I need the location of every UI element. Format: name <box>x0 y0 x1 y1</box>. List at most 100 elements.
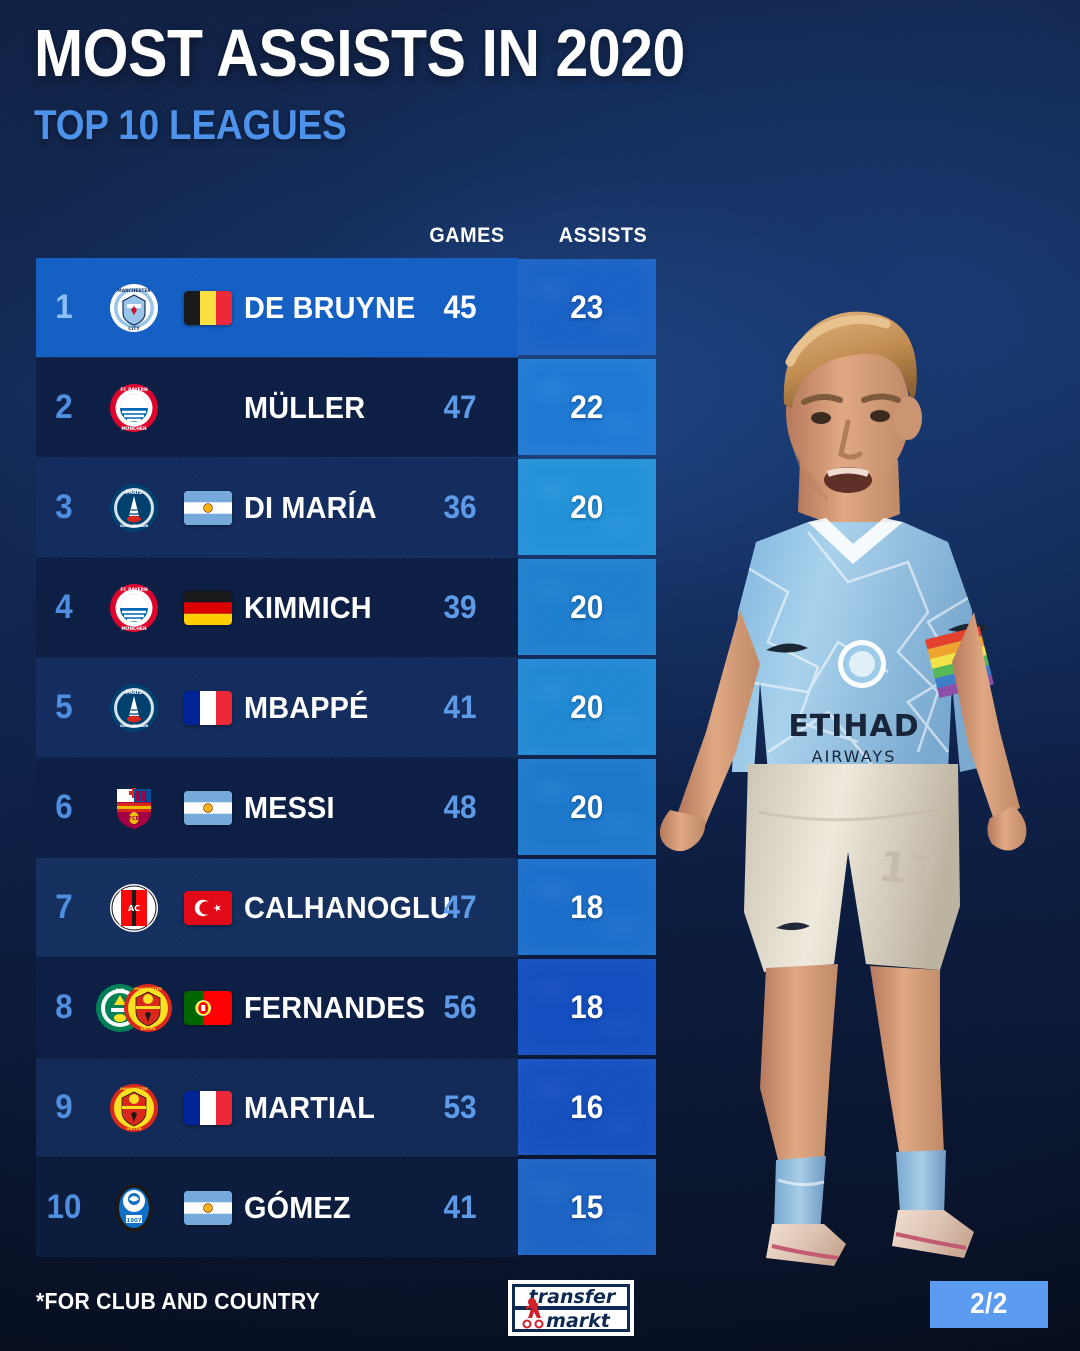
table-row[interactable]: 5 PARIS SAINT-GERMAIN MBAPPÉ 41 20 <box>36 658 656 757</box>
rank-number: 7 <box>55 888 73 926</box>
svg-text:transfer: transfer <box>529 1286 617 1308</box>
bayern-munich-crest-icon: FC BAYERN MÜNCHEN <box>109 383 159 433</box>
games-value: 41 <box>443 689 477 725</box>
games-value: 36 <box>443 489 477 525</box>
rank-number: 8 <box>55 988 73 1026</box>
table-row[interactable]: 6 FCB MESSI 48 20 <box>36 758 656 857</box>
player-name: KIMMICH <box>244 589 372 625</box>
row-background <box>36 1058 518 1157</box>
rank-number: 2 <box>55 388 73 426</box>
assists-value: 20 <box>570 588 604 625</box>
assists-value: 16 <box>570 1088 604 1125</box>
club-crests: PARIS SAINT-GERMAIN <box>92 658 176 757</box>
manchester-city-crest-icon: MANCHESTER CITY <box>109 283 159 333</box>
player-name: FERNANDES <box>244 989 426 1025</box>
svg-text:markt: markt <box>546 1310 611 1332</box>
svg-text:MÜNCHEN: MÜNCHEN <box>121 425 147 432</box>
turkey-flag-icon <box>184 890 232 925</box>
club-crests: MANCHESTER UNITED <box>92 1058 176 1157</box>
svg-text:UNITED: UNITED <box>126 1127 141 1131</box>
row-background <box>36 758 518 857</box>
svg-text:AIRWAYS: AIRWAYS <box>812 747 897 766</box>
assists-value: 15 <box>570 1188 604 1225</box>
germany-flag-icon <box>184 590 232 625</box>
paris-saint-germain-crest-icon: PARIS SAINT-GERMAIN <box>109 683 159 733</box>
transfermarkt-logo: transfer markt <box>508 1280 634 1336</box>
player-name: MÜLLER <box>244 389 366 425</box>
player-name: CALHANOGLU <box>244 889 451 925</box>
page-indicator-badge: 2/2 <box>930 1281 1048 1328</box>
rank-number: 4 <box>55 588 73 626</box>
argentina-flag-icon <box>184 490 232 525</box>
manchester-united-crest-icon: MANCHESTER UNITED <box>123 983 173 1033</box>
fc-barcelona-crest-icon: FCB <box>109 783 159 833</box>
svg-text:PARIS: PARIS <box>126 490 143 496</box>
assists-cell: 18 <box>518 959 656 1055</box>
assists-value: 20 <box>570 488 604 525</box>
player-name: DI MARÍA <box>244 489 377 525</box>
column-header-games: GAMES <box>429 224 505 247</box>
svg-text:PARIS: PARIS <box>126 690 143 696</box>
paris-saint-germain-crest-icon: PARIS SAINT-GERMAIN <box>109 483 159 533</box>
games-value: 53 <box>443 1089 477 1125</box>
atalanta-crest-icon: 1907 <box>109 1183 159 1233</box>
page-indicator-text: 2/2 <box>970 1288 1008 1320</box>
table-row[interactable]: 7 AC CALHANOGLU 47 18 <box>36 858 656 957</box>
assists-cell: 15 <box>518 1159 656 1255</box>
rank-number: 1 <box>55 288 73 326</box>
argentina-flag-icon <box>184 1190 232 1225</box>
assists-cell: 20 <box>518 659 656 755</box>
club-crests: FCB <box>92 758 176 857</box>
assists-cell: 18 <box>518 859 656 955</box>
assists-value: 23 <box>570 288 604 325</box>
table-row[interactable]: 9 MANCHESTER UNITED MARTIAL 53 16 <box>36 1058 656 1157</box>
svg-text:AC: AC <box>128 904 140 913</box>
svg-text:MÜNCHEN: MÜNCHEN <box>121 625 147 632</box>
player-photo-de-bruyne: ETIHAD AIRWAYS 17 <box>648 212 1080 1272</box>
page-title: MOST ASSISTS IN 2020 <box>34 16 685 91</box>
table-row[interactable]: 2 FC BAYERN MÜNCHEN MÜLLER 47 22 <box>36 358 656 457</box>
player-name: MARTIAL <box>244 1089 376 1125</box>
games-value: 41 <box>443 1189 477 1225</box>
table-row[interactable]: 8 SCP MANCHESTER UNITED FERNANDES 56 18 <box>36 958 656 1057</box>
footnote: *FOR CLUB AND COUNTRY <box>36 1288 321 1314</box>
assists-value: 20 <box>570 788 604 825</box>
svg-text:FCB: FCB <box>129 816 140 822</box>
assists-cell: 23 <box>518 259 656 355</box>
table-row[interactable]: 10 1907 GÓMEZ 41 15 <box>36 1158 656 1257</box>
svg-text:CITY: CITY <box>128 326 140 332</box>
club-crests: MANCHESTER CITY <box>92 258 176 357</box>
player-name: MESSI <box>244 789 335 825</box>
player-name: DE BRUYNE <box>244 289 416 325</box>
assists-cell: 20 <box>518 459 656 555</box>
portugal-flag-icon <box>184 990 232 1025</box>
svg-text:SAINT-GERMAIN: SAINT-GERMAIN <box>120 724 149 728</box>
rank-number: 9 <box>55 1088 73 1126</box>
rank-number: 3 <box>55 488 73 526</box>
table-row[interactable]: 4 FC BAYERN MÜNCHEN KIMMICH 39 20 <box>36 558 656 657</box>
ac-milan-crest-icon: AC <box>109 883 159 933</box>
player-name: MBAPPÉ <box>244 689 369 725</box>
club-crests: AC <box>92 858 176 957</box>
svg-text:MANCHESTER: MANCHESTER <box>117 288 151 294</box>
ranking-table: 1 MANCHESTER CITY DE BRUYNE 45 23 2 FC BAYERN MÜ… <box>36 258 656 1258</box>
page-subtitle: TOP 10 LEAGUES <box>34 101 347 149</box>
svg-text:SCP: SCP <box>116 988 125 993</box>
club-crests: PARIS SAINT-GERMAIN <box>92 458 176 557</box>
rank-number: 10 <box>46 1188 82 1226</box>
assists-value: 20 <box>570 688 604 725</box>
france-flag-icon <box>184 690 232 725</box>
games-value: 48 <box>443 789 477 825</box>
belgium-flag-icon <box>184 290 232 325</box>
assists-value: 22 <box>570 388 604 425</box>
games-value: 56 <box>443 989 477 1025</box>
assists-value: 18 <box>570 988 604 1025</box>
rank-number: 6 <box>55 788 73 826</box>
assists-cell: 20 <box>518 759 656 855</box>
svg-text:1907: 1907 <box>126 1218 141 1224</box>
svg-text:17: 17 <box>876 841 941 898</box>
games-value: 45 <box>443 289 477 325</box>
header: MOST ASSISTS IN 2020 TOP 10 LEAGUES <box>34 16 774 149</box>
table-row[interactable]: 1 MANCHESTER CITY DE BRUYNE 45 23 <box>36 258 656 357</box>
table-row[interactable]: 3 PARIS SAINT-GERMAIN DI MARÍA 36 20 <box>36 458 656 557</box>
